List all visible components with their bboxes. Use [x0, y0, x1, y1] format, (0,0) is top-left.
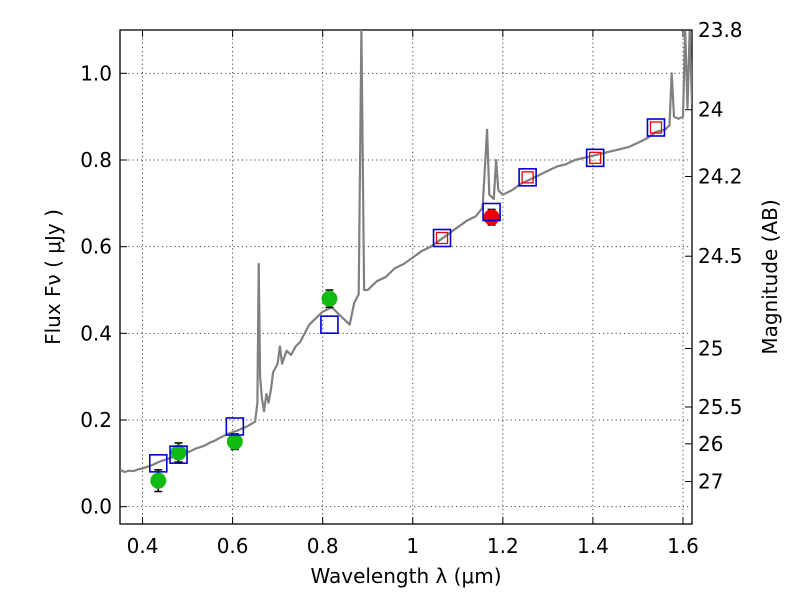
x-tick-label: 1.4 — [577, 534, 609, 558]
observed-detected-point — [321, 290, 338, 307]
y-tick-label: 0.0 — [80, 495, 112, 519]
model-photometry-square — [320, 315, 339, 334]
model-photometry-square — [169, 445, 188, 464]
model-photometry-square — [585, 148, 605, 168]
observed-fit-point — [483, 209, 500, 226]
observed-detected-point — [226, 433, 243, 450]
y-tick-label: 0.6 — [80, 235, 112, 259]
right-tick-label: 25 — [698, 337, 723, 361]
right-tick-label: 27 — [698, 470, 723, 494]
observed-nir-square — [649, 121, 663, 134]
model-photometry-square — [482, 202, 501, 222]
y-tick-label: 0.8 — [80, 148, 112, 172]
x-tick-label: 1 — [406, 534, 419, 558]
right-tick-label: 25.5 — [698, 395, 743, 419]
y-tick-label: 1.0 — [80, 61, 112, 85]
model-photometry-square — [518, 168, 537, 187]
observed-detected-point — [150, 472, 167, 489]
error-bars — [154, 208, 496, 493]
model-spectrum-line — [120, 30, 692, 474]
y-tick-label: 0.2 — [80, 408, 112, 432]
plot-frame — [119, 29, 693, 525]
data-markers — [148, 118, 666, 489]
x-tick-label: 0.8 — [307, 534, 339, 558]
right-tick-label: 26 — [698, 432, 723, 456]
grid-lines — [120, 30, 692, 524]
tick-labels: 0.4 0.6 0.8 1 1.2 1.4 1.6 0.0 0.2 0.4 0.6 0.8 1.0 23.… — [80, 18, 742, 558]
model-spectrum — [120, 30, 692, 474]
model-photometry-square — [148, 454, 168, 473]
x-tick-label: 0.4 — [127, 534, 159, 558]
y-tick-label: 0.4 — [80, 321, 112, 345]
model-photometry-square — [225, 417, 245, 436]
model-photometry-square — [432, 228, 452, 248]
x-tick-label: 0.6 — [217, 534, 249, 558]
right-tick-label: 23.8 — [698, 18, 743, 42]
right-tick-label: 24.5 — [698, 244, 743, 268]
observed-nir-square — [589, 151, 602, 164]
right-tick-label: 24 — [698, 98, 723, 122]
x-axis-title: Wavelength λ (μm) — [310, 564, 501, 588]
axis-ticks — [120, 29, 692, 524]
right-axis-title: Magnitude (AB) — [758, 199, 782, 354]
observed-nir-square — [521, 171, 534, 184]
model-photometry-square — [646, 118, 666, 137]
x-tick-label: 1.2 — [487, 534, 519, 558]
observed-nir-square — [435, 231, 449, 245]
x-tick-label: 1.6 — [667, 534, 699, 558]
observed-detected-point — [170, 444, 187, 461]
right-tick-label: 24.2 — [698, 164, 743, 188]
y-axis-title: Flux Fν ( μJy ) — [41, 209, 65, 345]
